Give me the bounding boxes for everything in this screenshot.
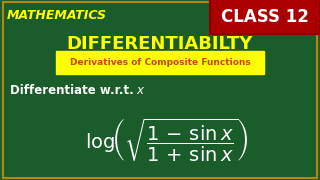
Text: DIFFERENTIABILTY: DIFFERENTIABILTY bbox=[67, 35, 253, 53]
Text: $x$: $x$ bbox=[136, 84, 145, 96]
FancyBboxPatch shape bbox=[210, 0, 320, 34]
Text: Differentiate w.r.t.: Differentiate w.r.t. bbox=[10, 84, 138, 96]
Text: CLASS 12: CLASS 12 bbox=[221, 8, 309, 26]
FancyBboxPatch shape bbox=[56, 51, 264, 74]
Text: MATHEMATICS: MATHEMATICS bbox=[6, 9, 106, 22]
Text: $\mathrm{log}\!\left(\sqrt{\dfrac{1\,-\,\sin x}{1\,+\,\sin x}}\right)$: $\mathrm{log}\!\left(\sqrt{\dfrac{1\,-\,… bbox=[85, 117, 248, 164]
Text: Derivatives of Composite Functions: Derivatives of Composite Functions bbox=[70, 58, 250, 67]
